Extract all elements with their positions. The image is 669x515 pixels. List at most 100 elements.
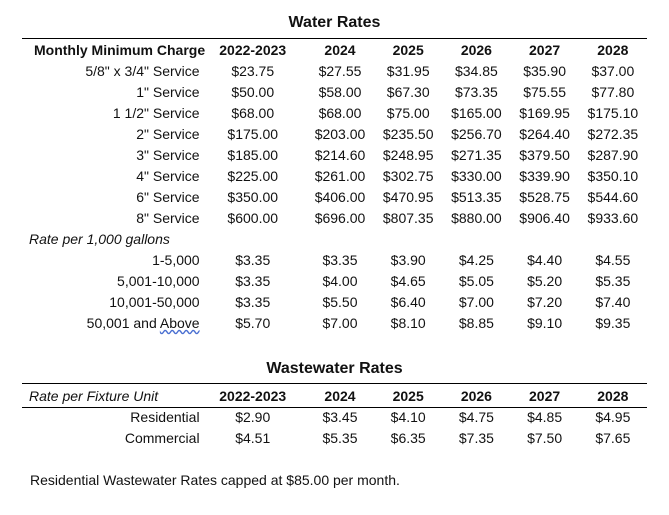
rate-cell: $470.95 xyxy=(382,189,434,205)
rate-cell: $5.05 xyxy=(458,273,494,289)
row-label: 8" Service xyxy=(136,210,200,226)
rate-cell: $225.00 xyxy=(227,168,279,184)
column-header: 2025 xyxy=(392,388,424,404)
rate-cell: $271.35 xyxy=(451,147,502,163)
rate-cell: $933.60 xyxy=(587,210,639,226)
rate-cell: $4.40 xyxy=(527,252,563,268)
rate-cell: $350.10 xyxy=(587,168,639,184)
rate-cell: $350.00 xyxy=(227,189,279,205)
rate-cell: $4.95 xyxy=(595,409,631,425)
wastewater-cap-note: Residential Wastewater Rates capped at $… xyxy=(30,472,400,488)
table-row: 3" Service $185.00 $214.60 $248.95 $271.35 $3… xyxy=(22,145,647,166)
row-label: 5,001-10,000 xyxy=(117,273,200,289)
rate-cell: $906.40 xyxy=(519,210,570,226)
rate-cell: $175.00 xyxy=(227,126,279,142)
rate-cell: $248.95 xyxy=(382,147,434,163)
rate-cell: $37.00 xyxy=(591,63,635,79)
column-header: 2028 xyxy=(597,388,629,404)
table-row: 5/8" x 3/4" Service $23.75 $27.55 $31.95 $34… xyxy=(22,61,647,82)
rate-cell: $880.00 xyxy=(451,210,502,226)
rate-cell: $3.35 xyxy=(322,252,358,268)
row-label: 1 1/2" Service xyxy=(112,105,200,121)
rate-cell: $544.60 xyxy=(587,189,639,205)
rate-cell: $5.70 xyxy=(235,315,271,331)
table-row: Residential $2.90 $3.45 $4.10 $4.75 $4.85 $4.9… xyxy=(22,407,647,428)
rate-cell: $67.30 xyxy=(386,84,430,100)
rate-cell: $807.35 xyxy=(382,210,434,226)
rate-cell: $9.35 xyxy=(595,315,631,331)
rate-cell: $50.00 xyxy=(231,84,275,100)
column-header: 2025 xyxy=(392,42,424,58)
column-header: 2022-2023 xyxy=(219,42,287,58)
row-label-text: 50,001 and xyxy=(86,315,160,331)
row-label: 10,001-50,000 xyxy=(109,294,200,310)
rate-cell: $256.70 xyxy=(451,126,502,142)
table-row: 8" Service $600.00 $696.00 $807.35 $880.00 $9… xyxy=(22,208,647,229)
rate-cell: $7.00 xyxy=(322,315,358,331)
table-row: 6" Service $350.00 $406.00 $470.95 $513.35 $5… xyxy=(22,187,647,208)
wastewater-rates-table: Rate per Fixture Unit 2022-2023 2024 202… xyxy=(22,386,647,449)
rate-cell: $7.50 xyxy=(527,430,563,446)
rate-cell: $5.35 xyxy=(322,430,358,446)
wastewater-header-rule xyxy=(22,407,647,408)
column-header: 2024 xyxy=(324,42,356,58)
row-label: 2" Service xyxy=(136,126,200,142)
table-row: 1-5,000 $3.35 $3.35 $3.90 $4.25 $4.40 $4.55 xyxy=(22,250,647,271)
rate-cell: $203.00 xyxy=(314,126,366,142)
rate-cell: $31.95 xyxy=(386,63,430,79)
rate-cell: $58.00 xyxy=(318,84,362,100)
rate-cell: $287.90 xyxy=(587,147,639,163)
rate-cell: $5.35 xyxy=(595,273,631,289)
wastewater-rates-title: Wastewater Rates xyxy=(266,360,403,377)
table-row: 4" Service $225.00 $261.00 $302.75 $330.00 $3… xyxy=(22,166,647,187)
water-rates-table: Monthly Minimum Charge 2022-2023 2024 20… xyxy=(22,40,647,334)
rate-cell: $4.55 xyxy=(595,252,631,268)
column-header: 2026 xyxy=(460,388,492,404)
rate-cell: $4.00 xyxy=(322,273,358,289)
rate-cell: $175.10 xyxy=(587,105,639,121)
water-header-row: Monthly Minimum Charge 2022-2023 2024 20… xyxy=(22,40,647,61)
rate-cell: $6.35 xyxy=(390,430,426,446)
column-header: 2024 xyxy=(324,388,356,404)
rate-cell: $235.50 xyxy=(382,126,434,142)
rate-cell: $7.65 xyxy=(595,430,631,446)
rate-cell: $35.90 xyxy=(523,63,567,79)
rate-cell: $406.00 xyxy=(314,189,366,205)
column-header: 2026 xyxy=(460,42,492,58)
rate-cell: $528.75 xyxy=(519,189,570,205)
rate-subheader: Rate per 1,000 gallons xyxy=(29,231,170,247)
row-label-underlined-text: Above xyxy=(159,315,200,331)
rate-cell: $68.00 xyxy=(318,105,362,121)
rate-cell: $339.90 xyxy=(519,168,570,184)
column-header: 2027 xyxy=(529,42,561,58)
rate-cell: $7.40 xyxy=(595,294,631,310)
usage-rows: 1-5,000 $3.35 $3.35 $3.90 $4.25 $4.40 $4.55 5,0… xyxy=(22,250,647,334)
rate-cell: $68.00 xyxy=(231,105,275,121)
rate-cell: $73.35 xyxy=(454,84,498,100)
rate-cell: $6.40 xyxy=(390,294,426,310)
row-label: 5/8" x 3/4" Service xyxy=(85,63,200,79)
rate-cell: $3.45 xyxy=(322,409,358,425)
rate-cell: $4.10 xyxy=(390,409,426,425)
service-rows: 5/8" x 3/4" Service $23.75 $27.55 $31.95 $34… xyxy=(22,61,647,229)
table-row: 50,001 and Above $5.70 $7.00 $8.10 $8.85 $9.1… xyxy=(22,313,647,334)
wastewater-title-rule xyxy=(22,383,647,384)
rate-cell: $75.55 xyxy=(523,84,567,100)
wastewater-header-row: Rate per Fixture Unit 2022-2023 2024 202… xyxy=(22,386,647,407)
table-row: 5,001-10,000 $3.35 $4.00 $4.65 $5.05 $5.20 $5.… xyxy=(22,271,647,292)
column-header: Rate per Fixture Unit xyxy=(29,388,159,404)
row-label: 50,001 and Above xyxy=(22,313,200,334)
table-row: 1 1/2" Service $68.00 $68.00 $75.00 $165.00 $… xyxy=(22,103,647,124)
rate-cell: $379.50 xyxy=(519,147,570,163)
rate-cell: $185.00 xyxy=(227,147,279,163)
rate-cell: $8.85 xyxy=(458,315,494,331)
water-title-rule xyxy=(22,38,647,39)
wastewater-rows: Residential $2.90 $3.45 $4.10 $4.75 $4.85 $4.9… xyxy=(22,407,647,449)
rate-cell: $264.40 xyxy=(519,126,570,142)
rate-cell: $214.60 xyxy=(314,147,366,163)
rate-cell: $9.10 xyxy=(527,315,563,331)
rate-cell: $3.90 xyxy=(390,252,426,268)
column-header: Monthly Minimum Charge xyxy=(34,42,206,58)
row-label: 1" Service xyxy=(136,84,200,100)
rate-cell: $3.35 xyxy=(235,273,271,289)
